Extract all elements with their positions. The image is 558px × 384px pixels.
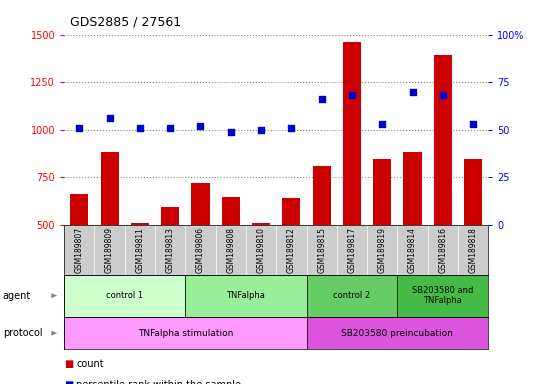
Point (469, 121, 478, 127)
Bar (306, 317, 488, 349)
Text: SB203580 and
TNFalpha: SB203580 and TNFalpha (412, 286, 474, 305)
Bar (397, 275, 488, 317)
Text: TNFalpha stimulation: TNFalpha stimulation (138, 329, 233, 338)
Text: GDS2885 / 27561: GDS2885 / 27561 (70, 16, 181, 29)
Bar (252, 223, 270, 225)
Text: GSM189810: GSM189810 (257, 227, 266, 273)
Bar (343, 42, 361, 225)
Text: TNFalpha: TNFalpha (227, 291, 266, 300)
Text: GSM189815: GSM189815 (317, 227, 326, 273)
Text: GSM189812: GSM189812 (287, 227, 296, 273)
Point (317, 96, 326, 102)
Bar (64, 275, 185, 317)
Bar (100, 152, 119, 225)
Text: GSM189819: GSM189819 (378, 227, 387, 273)
Point (105, 115, 114, 121)
Bar (185, 275, 306, 317)
Text: protocol: protocol (3, 328, 42, 338)
Bar (222, 197, 240, 225)
Text: ■: ■ (64, 380, 74, 384)
Text: GSM189811: GSM189811 (136, 227, 145, 273)
Bar (70, 194, 88, 225)
Text: GSM189806: GSM189806 (196, 227, 205, 273)
Point (75, 125, 84, 131)
Bar (191, 183, 210, 225)
Point (257, 127, 266, 133)
Bar (434, 55, 452, 225)
Text: control 1: control 1 (106, 291, 143, 300)
Text: GSM189814: GSM189814 (408, 227, 417, 273)
Bar (161, 207, 179, 225)
Text: GSM189807: GSM189807 (75, 227, 84, 273)
Point (408, 89, 417, 95)
Text: percentile rank within the sample: percentile rank within the sample (76, 380, 242, 384)
Text: GSM189809: GSM189809 (105, 227, 114, 273)
Text: agent: agent (3, 291, 31, 301)
Text: GSM189816: GSM189816 (439, 227, 448, 273)
Point (136, 125, 145, 131)
Point (196, 123, 205, 129)
Point (348, 92, 357, 98)
Point (287, 125, 296, 131)
Text: control 2: control 2 (333, 291, 371, 300)
Text: count: count (76, 359, 104, 369)
Bar (131, 223, 149, 225)
Bar (306, 275, 397, 317)
Text: SB203580 preincubation: SB203580 preincubation (341, 329, 453, 338)
Bar (403, 152, 422, 225)
Bar (464, 159, 482, 225)
Text: GSM189813: GSM189813 (166, 227, 175, 273)
Bar (312, 166, 331, 225)
Point (439, 92, 448, 98)
Point (378, 121, 387, 127)
Text: ■: ■ (64, 359, 74, 369)
Point (227, 128, 235, 134)
Text: GSM189808: GSM189808 (227, 227, 235, 273)
Bar (64, 317, 306, 349)
Point (166, 125, 175, 131)
Bar (373, 159, 391, 225)
Bar (282, 198, 300, 225)
Text: GSM189818: GSM189818 (469, 227, 478, 273)
Text: GSM189817: GSM189817 (348, 227, 357, 273)
